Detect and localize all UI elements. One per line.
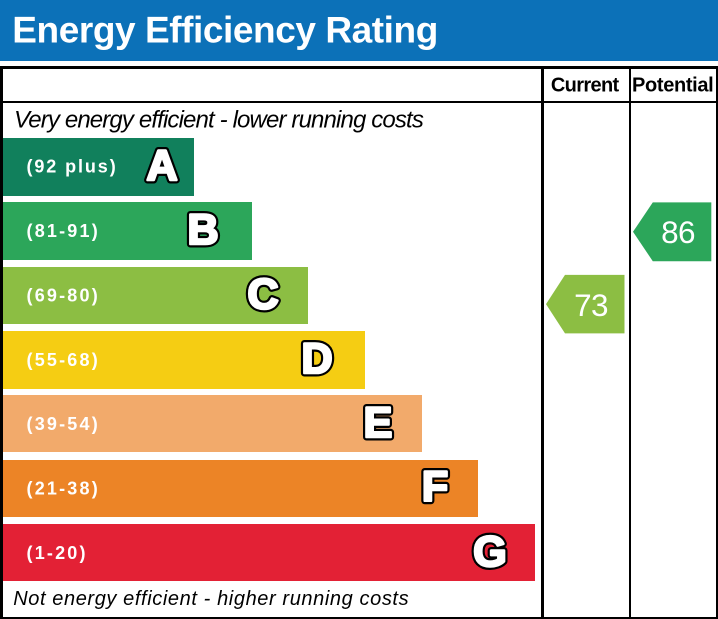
svg-text:C: C bbox=[247, 271, 278, 319]
svg-text:(21-38): (21-38) bbox=[27, 479, 100, 499]
svg-text:Current: Current bbox=[551, 74, 620, 96]
svg-text:D: D bbox=[301, 335, 332, 383]
svg-text:C: C bbox=[247, 271, 278, 319]
svg-text:B: B bbox=[187, 206, 218, 254]
svg-text:G: G bbox=[473, 528, 506, 576]
svg-text:Energy Efficiency Rating: Energy Efficiency Rating bbox=[12, 10, 438, 51]
svg-text:D: D bbox=[301, 335, 332, 383]
svg-text:86: 86 bbox=[661, 214, 695, 250]
svg-text:(39-54): (39-54) bbox=[27, 414, 100, 434]
svg-text:Potential: Potential bbox=[632, 74, 713, 96]
svg-text:G: G bbox=[473, 528, 506, 576]
svg-text:73: 73 bbox=[574, 287, 608, 323]
svg-text:(92 plus): (92 plus) bbox=[27, 157, 118, 177]
svg-text:Very energy efficient - lower: Very energy efficient - lower running co… bbox=[14, 107, 424, 134]
svg-text:(1-20): (1-20) bbox=[27, 543, 88, 563]
svg-text:(55-68): (55-68) bbox=[27, 350, 100, 370]
svg-text:E: E bbox=[364, 399, 393, 447]
svg-text:A: A bbox=[146, 142, 177, 190]
svg-text:E: E bbox=[364, 399, 393, 447]
svg-text:(69-80): (69-80) bbox=[27, 286, 100, 306]
svg-text:A: A bbox=[146, 142, 177, 190]
svg-text:F: F bbox=[422, 463, 448, 511]
svg-text:(81-91): (81-91) bbox=[27, 221, 100, 241]
svg-text:F: F bbox=[422, 463, 448, 511]
svg-text:B: B bbox=[187, 206, 218, 254]
svg-text:Not energy efficient - higher: Not energy efficient - higher running co… bbox=[13, 588, 409, 610]
